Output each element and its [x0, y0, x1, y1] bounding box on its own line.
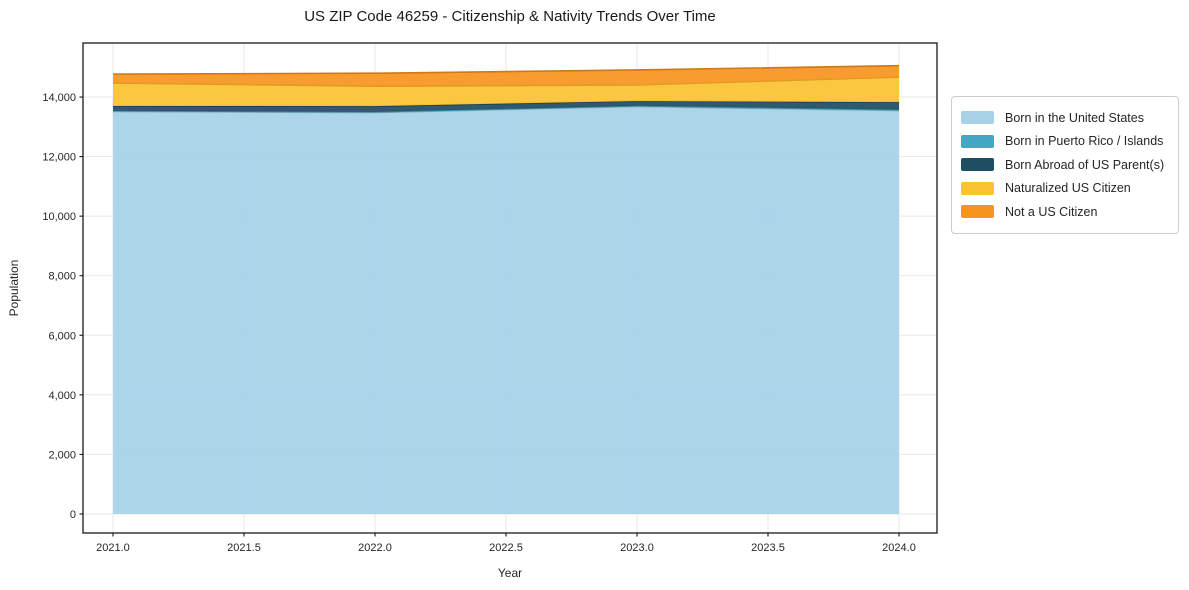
y-tick-label: 6,000 — [48, 330, 76, 342]
y-tick-label: 0 — [70, 509, 76, 521]
legend-label: Born in Puerto Rico / Islands — [1005, 134, 1164, 149]
x-tick-label: 2021.0 — [96, 542, 130, 554]
y-tick-label: 14,000 — [42, 92, 76, 104]
area-born-abroad-of-us-parent-s — [113, 101, 900, 112]
x-axis-label: Year — [498, 566, 522, 580]
y-tick-label: 12,000 — [42, 152, 76, 164]
legend-label: Born Abroad of US Parent(s) — [1005, 157, 1165, 172]
area-born-in-the-united-states — [113, 106, 900, 514]
legend-label: Born in the United States — [1005, 110, 1144, 125]
legend-item: Naturalized US Citizen — [961, 177, 1168, 201]
legend-item: Not a US Citizen — [961, 200, 1168, 224]
legend-item: Born in the United States — [961, 106, 1168, 130]
legend-swatch-icon — [961, 111, 994, 125]
x-tick-label: 2023.0 — [620, 542, 654, 554]
legend-swatch-icon — [961, 205, 994, 219]
x-tick-label: 2021.5 — [227, 542, 261, 554]
legend-item: Born in Puerto Rico / Islands — [961, 130, 1168, 154]
legend-label: Naturalized US Citizen — [1005, 181, 1131, 196]
x-tick-label: 2022.0 — [358, 542, 392, 554]
legend: Born in the United States Born in Puerto … — [951, 96, 1179, 234]
area-not-a-us-citizen — [113, 65, 900, 87]
legend-swatch-icon — [961, 134, 994, 148]
legend-swatch-icon — [961, 158, 994, 172]
x-tick-label: 2022.5 — [489, 542, 523, 554]
chart-title: US ZIP Code 46259 - Citizenship & Nativi… — [304, 8, 716, 25]
y-tick-label: 4,000 — [48, 390, 76, 402]
axis-ticks: 2021.0 2021.5 2022.0 2022.5 2023.0 2023.5 2024… — [42, 92, 915, 554]
area-series — [112, 64, 900, 514]
x-tick-label: 2023.5 — [751, 542, 785, 554]
legend-label: Not a US Citizen — [1005, 204, 1098, 219]
legend-item: Born Abroad of US Parent(s) — [961, 153, 1168, 177]
y-tick-label: 10,000 — [42, 211, 76, 223]
plot-frame — [82, 42, 938, 534]
y-tick-label: 8,000 — [48, 271, 76, 283]
y-tick-label: 2,000 — [48, 449, 76, 461]
x-tick-label: 2024.0 — [882, 542, 916, 554]
legend-swatch-icon — [961, 181, 994, 195]
y-axis-label: Population — [7, 260, 21, 317]
area-naturalized-us-citizen — [113, 77, 900, 107]
area-edge-not-a-us-citizen — [112, 64, 900, 75]
